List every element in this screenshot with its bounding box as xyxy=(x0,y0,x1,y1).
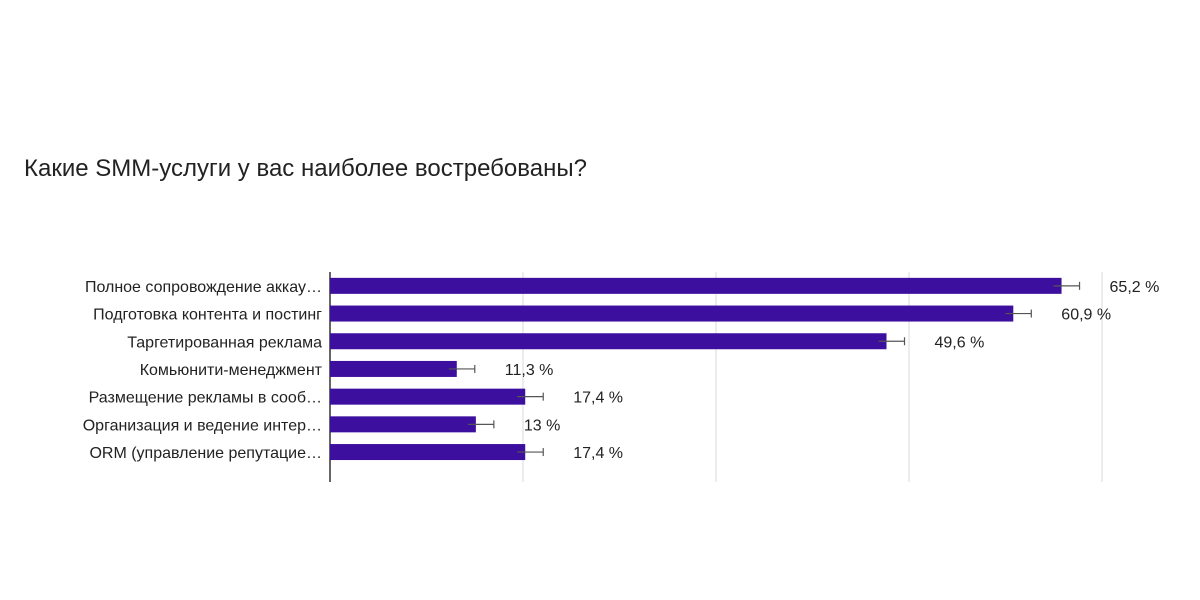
value-label: 13 % xyxy=(524,417,560,434)
category-label: ORM (управление репутацие… xyxy=(89,445,322,462)
bar xyxy=(330,277,1062,294)
category-label: Размещение рекламы в сооб… xyxy=(89,390,322,407)
value-label: 11,3 % xyxy=(505,362,554,379)
category-label: Полное сопровождение аккау… xyxy=(85,279,322,296)
bars xyxy=(330,277,1081,461)
value-label: 65,2 % xyxy=(1110,279,1160,296)
bar xyxy=(330,388,526,405)
bar xyxy=(330,333,887,350)
category-label: Организация и ведение интер… xyxy=(83,417,322,434)
value-label: 60,9 % xyxy=(1061,307,1111,324)
labels: Полное сопровождение аккау… 65,2 % Подгото… xyxy=(83,279,1160,462)
category-label: Подготовка контента и постинг xyxy=(93,307,322,324)
value-label: 17,4 % xyxy=(573,390,623,407)
value-label: 17,4 % xyxy=(573,445,623,462)
bar xyxy=(330,444,526,461)
bar xyxy=(330,360,457,377)
bar xyxy=(330,305,1014,322)
chart-title: Какие SMM-услуги у вас наиболее востребо… xyxy=(24,155,587,182)
value-label: 49,6 % xyxy=(935,334,985,351)
category-label: Комьюнити-менеджмент xyxy=(140,362,323,379)
bar xyxy=(330,416,476,433)
category-label: Таргетированная реклама xyxy=(127,334,322,351)
